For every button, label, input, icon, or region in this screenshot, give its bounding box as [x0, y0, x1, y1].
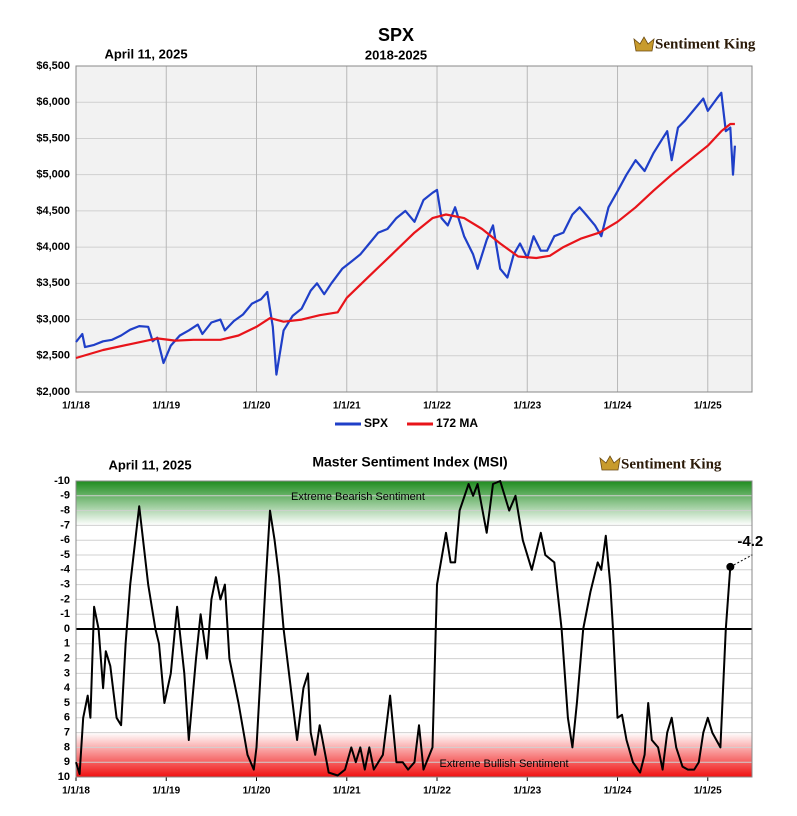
series-line [75, 480, 732, 777]
logo-text: Sentiment King [655, 36, 756, 52]
y-tick-label: -9 [60, 490, 70, 502]
series-line [75, 91, 736, 376]
x-tick-label: 1/1/24 [604, 786, 632, 797]
logo: Sentiment King [633, 36, 756, 52]
y-tick-label: 8 [64, 741, 70, 753]
date: April 11, 2025 [104, 46, 187, 61]
y-tick-label: $4,000 [36, 241, 70, 253]
plot-border [75, 65, 753, 393]
y-tick-label: 6 [64, 712, 70, 724]
callout-line [730, 554, 753, 568]
y-tick-label: $3,000 [36, 313, 70, 325]
y-tick-label: 10 [58, 771, 70, 783]
x-tick-label: 1/1/20 [243, 401, 271, 412]
chart-title: Master Sentiment Index (MSI) [312, 454, 507, 470]
x-tick-label: 1/1/20 [243, 786, 271, 797]
chart-subtitle: 2018-2025 [365, 47, 427, 62]
y-tick-label: -5 [60, 549, 70, 561]
x-tick-label: 1/1/18 [62, 786, 90, 797]
band-label: Extreme Bullish Sentiment [440, 758, 569, 770]
sentiment-band [76, 481, 752, 526]
date: April 11, 2025 [108, 457, 191, 472]
x-tick-label: 1/1/21 [333, 786, 361, 797]
y-tick-label: 3 [64, 667, 70, 679]
band-label: Extreme Bearish Sentiment [291, 491, 425, 503]
x-tick-label: 1/1/19 [152, 786, 180, 797]
x-tick-label: 1/1/19 [152, 401, 180, 412]
y-tick-label: $6,500 [36, 60, 70, 72]
y-tick-label: 0 [64, 623, 70, 635]
y-tick-label: -1 [60, 608, 70, 620]
crown [633, 36, 655, 52]
crown [599, 455, 621, 471]
sentiment-band [76, 732, 752, 777]
x-tick-label: 1/1/22 [423, 401, 451, 412]
y-tick-label: -6 [60, 534, 70, 546]
x-tick-label: 1/1/24 [604, 401, 632, 412]
y-tick-label: -10 [54, 475, 70, 487]
x-tick-label: 1/1/23 [513, 401, 541, 412]
logo-text: Sentiment King [621, 456, 722, 472]
plot-border [75, 480, 753, 778]
y-tick-label: $5,500 [36, 132, 70, 144]
y-tick-label: -2 [60, 593, 70, 605]
y-tick-label: -3 [60, 579, 70, 591]
y-tick-label: $2,000 [36, 386, 70, 398]
x-tick-label: 1/1/25 [694, 786, 722, 797]
y-tick-label: 4 [64, 682, 71, 694]
y-tick-label: -8 [60, 505, 70, 517]
y-tick-label: -4 [60, 564, 71, 576]
y-tick-label: $4,500 [36, 205, 70, 217]
layer: $2,000 $2,500 $3,000 $3,500 $4,000 $4,500 $5,0… [36, 60, 763, 797]
legend-label: 172 MA [436, 416, 478, 430]
y-tick-label: $5,000 [36, 169, 70, 181]
plot-area [76, 66, 752, 392]
y-tick-label: 1 [64, 638, 70, 650]
value-label: -4.2 [737, 533, 763, 550]
logo: Sentiment King [599, 455, 722, 472]
y-tick-label: 5 [64, 697, 70, 709]
legend-label: SPX [364, 416, 388, 430]
y-tick-label: 9 [64, 756, 70, 768]
y-tick-label: 7 [64, 727, 70, 739]
y-tick-label: $6,000 [36, 96, 70, 108]
x-tick-label: 1/1/18 [62, 401, 90, 412]
chart-title: SPX [378, 25, 414, 45]
x-tick-label: 1/1/22 [423, 786, 451, 797]
y-tick-label: 2 [64, 653, 70, 665]
x-tick-label: 1/1/25 [694, 401, 722, 412]
y-tick-label: -7 [60, 519, 70, 531]
y-tick-label: $2,500 [36, 350, 70, 362]
y-tick-label: $3,500 [36, 277, 70, 289]
x-tick-label: 1/1/23 [513, 786, 541, 797]
x-tick-label: 1/1/21 [333, 401, 361, 412]
series-line [75, 122, 735, 360]
